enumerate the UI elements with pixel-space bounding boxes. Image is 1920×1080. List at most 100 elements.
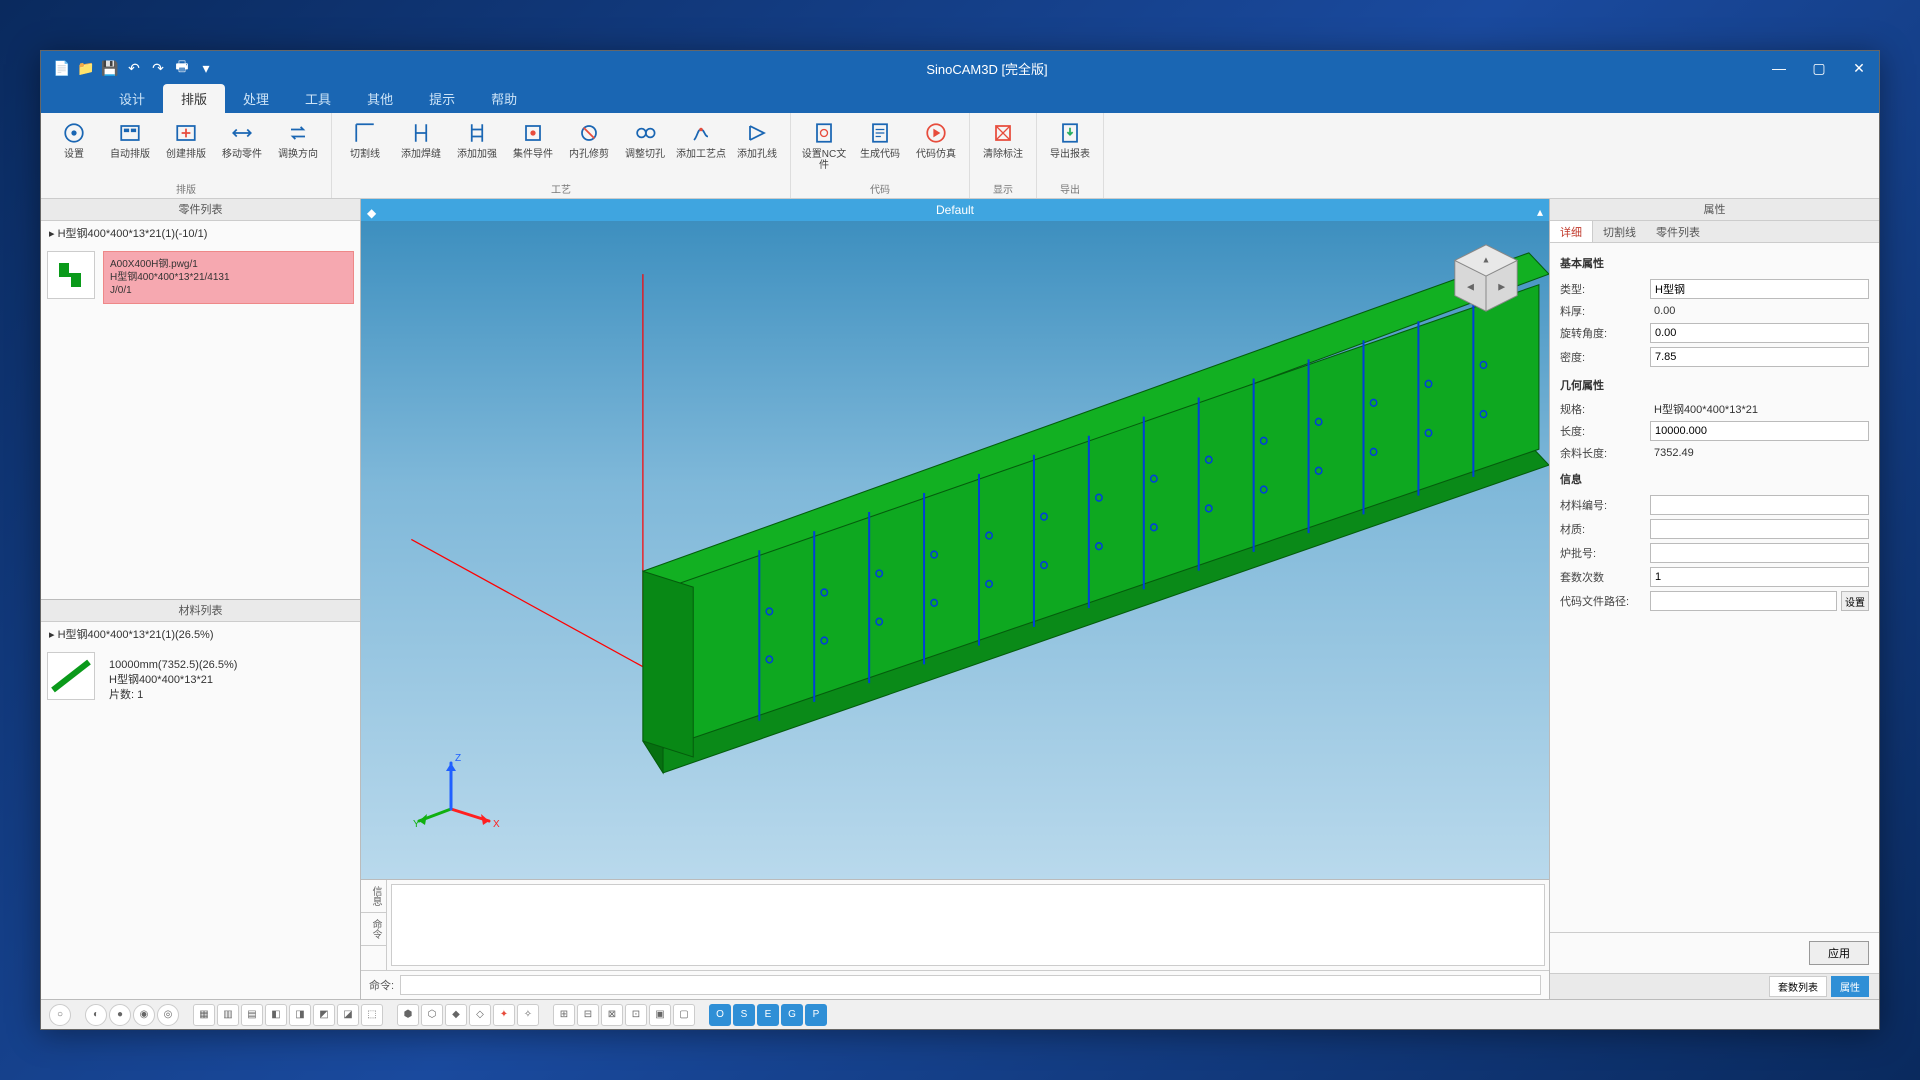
- sb-btn-4[interactable]: ◉: [133, 1004, 155, 1026]
- output-tab-cmd[interactable]: 命令: [361, 913, 386, 946]
- minimize-button[interactable]: —: [1759, 51, 1799, 85]
- qat-new-icon[interactable]: 📄: [53, 59, 71, 77]
- sb-btn-3[interactable]: ●: [109, 1004, 131, 1026]
- ribbon-group-label-tech: 工艺: [551, 181, 571, 196]
- prop-copies-input[interactable]: [1650, 567, 1869, 587]
- prop-codepath-input[interactable]: [1650, 591, 1837, 611]
- prop-material-input[interactable]: [1650, 519, 1869, 539]
- prop-angle-input[interactable]: [1650, 323, 1869, 343]
- sb-btn-24[interactable]: ▣: [649, 1004, 671, 1026]
- sb-btn-21[interactable]: ⊟: [577, 1004, 599, 1026]
- sb-btn-15[interactable]: ⬡: [421, 1004, 443, 1026]
- section-geom: 几何属性: [1560, 371, 1869, 397]
- sb-btn-13[interactable]: ⬚: [361, 1004, 383, 1026]
- sb-btn-17[interactable]: ◇: [469, 1004, 491, 1026]
- part-card[interactable]: A00X400H钢.pwg/1 H型钢400*400*13*21/4131 J/…: [47, 251, 354, 304]
- ribbon-btn-sim-code[interactable]: 代码仿真: [911, 117, 961, 179]
- sb-btn-5[interactable]: ◎: [157, 1004, 179, 1026]
- sb-btn-23[interactable]: ⊡: [625, 1004, 647, 1026]
- ribbon-btn-nc-settings[interactable]: 设置NC文件: [799, 117, 849, 179]
- sb-btn-28[interactable]: E: [757, 1004, 779, 1026]
- material-card[interactable]: 10000mm(7352.5)(26.5%) H型钢400*400*13*21 …: [47, 652, 354, 710]
- bottom-tab-props[interactable]: 属性: [1831, 976, 1869, 997]
- menu-tab-nest[interactable]: 排版: [163, 84, 225, 113]
- ribbon-btn-collect-guide[interactable]: 集件导件: [508, 117, 558, 179]
- prop-length-input[interactable]: [1650, 421, 1869, 441]
- part-thumb-icon: [47, 251, 95, 299]
- ribbon-btn-add-stiffen[interactable]: 添加加强: [452, 117, 502, 179]
- mats-root[interactable]: ▸ H型钢400*400*13*21(1)(26.5%): [41, 622, 360, 646]
- qat-save-icon[interactable]: 💾: [101, 59, 119, 77]
- output-tab-info[interactable]: 信息: [361, 880, 386, 913]
- sb-btn-25[interactable]: ▢: [673, 1004, 695, 1026]
- sb-btn-12[interactable]: ◪: [337, 1004, 359, 1026]
- ribbon-btn-add-weld[interactable]: 添加焊缝: [396, 117, 446, 179]
- ribbon-btn-clear-annot[interactable]: 清除标注: [978, 117, 1028, 179]
- menu-tab-tools[interactable]: 工具: [287, 84, 349, 113]
- ribbon-btn-adjust-cut[interactable]: 调整切孔: [620, 117, 670, 179]
- ribbon-btn-settings[interactable]: 设置: [49, 117, 99, 179]
- sb-btn-14[interactable]: ⬢: [397, 1004, 419, 1026]
- menu-tab-design[interactable]: 设计: [101, 84, 163, 113]
- ribbon-group-code: 设置NC文件 生成代码 代码仿真 代码: [791, 113, 970, 198]
- prop-tab-parts[interactable]: 零件列表: [1646, 221, 1710, 242]
- sb-btn-19[interactable]: ✧: [517, 1004, 539, 1026]
- sb-btn-7[interactable]: ▥: [217, 1004, 239, 1026]
- qat-open-icon[interactable]: 📁: [77, 59, 95, 77]
- sb-btn-18[interactable]: ✦: [493, 1004, 515, 1026]
- prop-tab-cutline[interactable]: 切割线: [1593, 221, 1646, 242]
- sb-btn-26[interactable]: O: [709, 1004, 731, 1026]
- prop-heatno-input[interactable]: [1650, 543, 1869, 563]
- sb-btn-9[interactable]: ◧: [265, 1004, 287, 1026]
- maximize-button[interactable]: ▢: [1799, 51, 1839, 85]
- qat-redo-icon[interactable]: ↷: [149, 59, 167, 77]
- parts-root[interactable]: ▸ H型钢400*400*13*21(1)(-10/1): [41, 221, 360, 245]
- sb-btn-11[interactable]: ◩: [313, 1004, 335, 1026]
- ribbon-btn-cutline[interactable]: 切割线: [340, 117, 390, 179]
- sb-btn-10[interactable]: ◨: [289, 1004, 311, 1026]
- menu-tab-process[interactable]: 处理: [225, 84, 287, 113]
- sb-btn-20[interactable]: ⊞: [553, 1004, 575, 1026]
- qat-undo-icon[interactable]: ↶: [125, 59, 143, 77]
- ribbon-btn-hole-trim[interactable]: 内孔修剪: [564, 117, 614, 179]
- viewcube[interactable]: ▲ ◀ ▶: [1447, 239, 1525, 317]
- prop-matno-input[interactable]: [1650, 495, 1869, 515]
- menu-tab-hint[interactable]: 提示: [411, 84, 473, 113]
- sb-btn-8[interactable]: ▤: [241, 1004, 263, 1026]
- sb-btn-16[interactable]: ◆: [445, 1004, 467, 1026]
- ribbon-btn-move-part[interactable]: 移动零件: [217, 117, 267, 179]
- sb-btn-27[interactable]: S: [733, 1004, 755, 1026]
- ribbon-btn-gen-code[interactable]: 生成代码: [855, 117, 905, 179]
- ribbon-btn-swap-dir[interactable]: 调换方向: [273, 117, 323, 179]
- close-button[interactable]: ✕: [1839, 51, 1879, 85]
- menu-tab-help[interactable]: 帮助: [473, 84, 535, 113]
- prop-type-input[interactable]: [1650, 279, 1869, 299]
- qat-dropdown-icon[interactable]: ▾: [197, 59, 215, 77]
- body-area: 零件列表 ▸ H型钢400*400*13*21(1)(-10/1) A00X40…: [41, 199, 1879, 999]
- beam-model: [361, 221, 1549, 879]
- sb-btn-2[interactable]: ◐: [85, 1004, 107, 1026]
- sb-btn-6[interactable]: ▦: [193, 1004, 215, 1026]
- prop-density-input[interactable]: [1650, 347, 1869, 367]
- sb-btn-22[interactable]: ⊠: [601, 1004, 623, 1026]
- prop-tab-detail[interactable]: 详细: [1550, 221, 1593, 242]
- ribbon-btn-create-nest[interactable]: 创建排版: [161, 117, 211, 179]
- ribbon-btn-add-holeline[interactable]: 添加孔线: [732, 117, 782, 179]
- ribbon-btn-auto-nest[interactable]: 自动排版: [105, 117, 155, 179]
- section-basic: 基本属性: [1560, 249, 1869, 275]
- bottom-tab-sets[interactable]: 套数列表: [1769, 976, 1827, 997]
- sb-btn-29[interactable]: G: [781, 1004, 803, 1026]
- browse-button[interactable]: 设置: [1841, 591, 1869, 611]
- svg-text:X: X: [493, 819, 500, 830]
- menu-tab-other[interactable]: 其他: [349, 84, 411, 113]
- ribbon-btn-export-report[interactable]: 导出报表: [1045, 117, 1095, 179]
- svg-text:▶: ▶: [1498, 282, 1505, 292]
- sb-btn-1[interactable]: ○: [49, 1004, 71, 1026]
- viewport-expand-icon[interactable]: ▴: [1537, 201, 1543, 223]
- viewport-3d[interactable]: ▲ ◀ ▶ X Y Z: [361, 221, 1549, 879]
- qat-print-icon[interactable]: 🖶: [173, 59, 191, 77]
- sb-btn-30[interactable]: P: [805, 1004, 827, 1026]
- ribbon-btn-add-techpoint[interactable]: 添加工艺点: [676, 117, 726, 179]
- command-input[interactable]: [400, 975, 1541, 995]
- apply-button[interactable]: 应用: [1809, 941, 1869, 965]
